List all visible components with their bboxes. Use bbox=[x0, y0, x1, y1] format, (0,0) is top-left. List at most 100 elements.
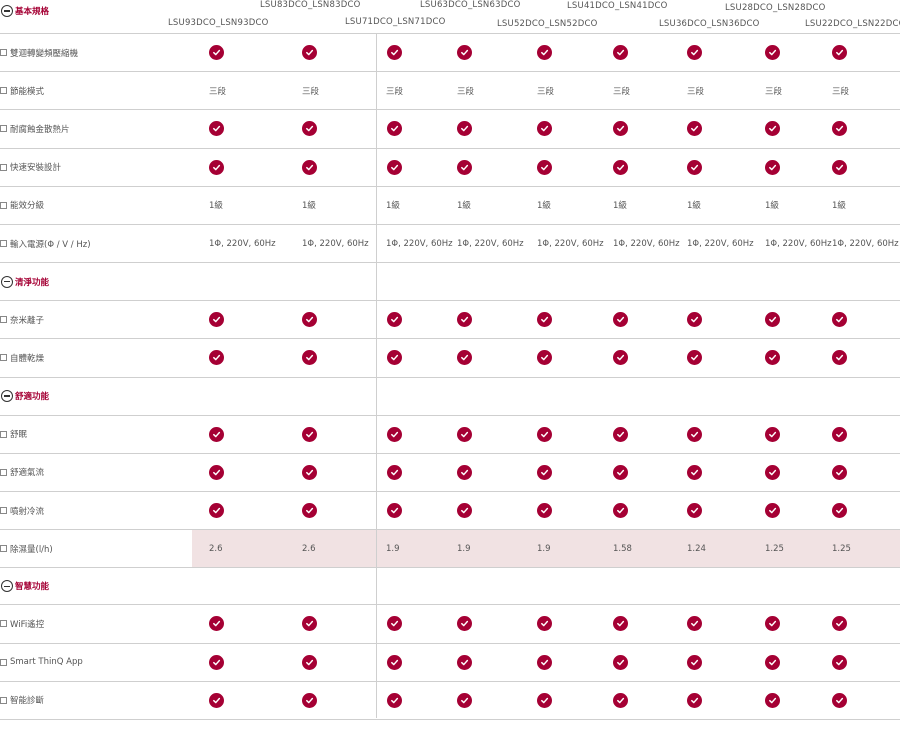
check-circle-icon bbox=[613, 692, 628, 708]
check-circle-icon bbox=[537, 312, 552, 328]
spec-row: 舒眠 bbox=[0, 416, 900, 454]
spec-value: 1.24 bbox=[687, 543, 706, 554]
spec-label[interactable]: 快速安裝設計 bbox=[0, 149, 61, 186]
feature-cell bbox=[613, 492, 628, 529]
feature-cell bbox=[537, 34, 552, 71]
spec-label[interactable]: 雙迴轉變頻壓縮機 bbox=[0, 34, 78, 71]
section-header[interactable]: 智慧功能 bbox=[0, 568, 900, 606]
collapse-minus-icon[interactable] bbox=[1, 390, 13, 403]
check-circle-icon bbox=[765, 45, 780, 61]
check-circle-icon bbox=[302, 121, 317, 137]
spec-value: 1Φ, 220V, 60Hz bbox=[537, 238, 604, 249]
check-circle-icon bbox=[387, 692, 402, 708]
check-circle-icon bbox=[537, 616, 552, 632]
check-circle-icon bbox=[765, 312, 780, 328]
check-circle-icon bbox=[832, 350, 847, 366]
model-header: LSU93DCO_LSN93DCO LSU83DCO_LSN83DCO LSU71D… bbox=[0, 0, 900, 34]
checkbox-icon[interactable] bbox=[0, 125, 7, 133]
feature-cell bbox=[687, 34, 702, 71]
checkbox-icon[interactable] bbox=[0, 468, 7, 476]
spec-label[interactable]: 智能診斷 bbox=[0, 682, 44, 719]
check-circle-icon bbox=[537, 45, 552, 61]
spec-label[interactable]: 能效分級 bbox=[0, 187, 44, 224]
spec-label-text: 舒眠 bbox=[10, 430, 28, 441]
check-circle-icon bbox=[765, 426, 780, 442]
check-circle-icon bbox=[613, 312, 628, 328]
spec-label[interactable]: 自體乾燥 bbox=[0, 339, 44, 376]
collapse-minus-icon[interactable] bbox=[1, 5, 13, 17]
check-circle-icon bbox=[457, 503, 472, 519]
checkbox-icon[interactable] bbox=[0, 201, 7, 209]
spec-label[interactable]: 奈米離子 bbox=[0, 301, 44, 338]
feature-cell bbox=[537, 644, 552, 681]
check-circle-icon bbox=[613, 654, 628, 670]
feature-cell bbox=[387, 416, 402, 453]
spec-label[interactable]: WiFi遙控 bbox=[0, 605, 44, 642]
check-circle-icon bbox=[209, 45, 224, 61]
checkbox-icon[interactable] bbox=[0, 696, 7, 704]
checkbox-icon[interactable] bbox=[0, 620, 7, 628]
spec-label[interactable]: 舒適氣流 bbox=[0, 454, 44, 491]
model-column-header: LSU93DCO_LSN93DCO bbox=[168, 18, 269, 28]
feature-cell bbox=[765, 34, 780, 71]
check-circle-icon bbox=[302, 464, 317, 480]
feature-cell bbox=[537, 416, 552, 453]
check-circle-icon bbox=[302, 692, 317, 708]
checkbox-icon[interactable] bbox=[0, 430, 7, 438]
checkbox-icon[interactable] bbox=[0, 240, 7, 248]
spec-value: 1Φ, 220V, 60Hz bbox=[613, 238, 680, 249]
feature-cell bbox=[302, 644, 317, 681]
check-circle-icon bbox=[765, 464, 780, 480]
spec-label-text: Smart ThinQ App bbox=[10, 657, 83, 668]
collapse-minus-icon[interactable] bbox=[1, 275, 13, 288]
checkbox-icon[interactable] bbox=[0, 87, 7, 95]
model-column-header: LSU36DCO_LSN36DCO bbox=[659, 19, 760, 29]
spec-label[interactable]: 耐腐蝕金散熱片 bbox=[0, 110, 70, 147]
feature-cell bbox=[387, 454, 402, 491]
check-circle-icon bbox=[832, 159, 847, 175]
checkbox-icon[interactable] bbox=[0, 545, 7, 553]
check-circle-icon bbox=[832, 616, 847, 632]
spec-label[interactable]: 除濕量(l/h) bbox=[0, 530, 53, 567]
spec-label[interactable]: 節能模式 bbox=[0, 72, 44, 109]
section-header[interactable]: 清淨功能 bbox=[0, 263, 900, 302]
spec-row: 輸入電源(Φ / V / Hz) 1Φ, 220V, 60Hz 1Φ, 220V, … bbox=[0, 225, 900, 264]
feature-cell bbox=[537, 605, 552, 642]
feature-cell bbox=[457, 339, 472, 376]
checkbox-icon[interactable] bbox=[0, 507, 7, 515]
spec-label[interactable]: 噴射冷流 bbox=[0, 492, 44, 529]
check-circle-icon bbox=[765, 692, 780, 708]
check-circle-icon bbox=[537, 159, 552, 175]
feature-cell bbox=[613, 34, 628, 71]
checkbox-icon[interactable] bbox=[0, 658, 7, 666]
section-header[interactable]: 舒適功能 bbox=[0, 378, 900, 416]
spec-value: 2.6 bbox=[209, 543, 223, 554]
check-circle-icon bbox=[613, 426, 628, 442]
spec-label-text: 快速安裝設計 bbox=[10, 163, 62, 174]
checkbox-icon[interactable] bbox=[0, 49, 7, 57]
spec-row: 舒適氣流 bbox=[0, 454, 900, 492]
spec-label[interactable]: Smart ThinQ App bbox=[0, 644, 83, 681]
spec-label[interactable]: 輸入電源(Φ / V / Hz) bbox=[0, 225, 91, 262]
collapse-minus-icon[interactable] bbox=[1, 580, 13, 593]
spec-row: 奈米離子 bbox=[0, 301, 900, 340]
checkbox-icon[interactable] bbox=[0, 354, 7, 362]
spec-label[interactable]: 舒眠 bbox=[0, 416, 27, 453]
feature-cell bbox=[302, 301, 317, 338]
spec-row: 耐腐蝕金散熱片 bbox=[0, 110, 900, 149]
check-circle-icon bbox=[537, 350, 552, 366]
check-circle-icon bbox=[832, 45, 847, 61]
spec-value: 1級 bbox=[537, 201, 551, 212]
feature-cell bbox=[209, 644, 224, 681]
feature-cell bbox=[387, 644, 402, 681]
check-circle-icon bbox=[457, 121, 472, 137]
feature-cell bbox=[687, 110, 702, 147]
section-header[interactable]: 基本規格 bbox=[0, 0, 900, 34]
checkbox-icon[interactable] bbox=[0, 163, 7, 171]
check-circle-icon bbox=[302, 45, 317, 61]
feature-cell bbox=[765, 454, 780, 491]
check-circle-icon bbox=[832, 426, 847, 442]
checkbox-icon[interactable] bbox=[0, 316, 7, 324]
feature-cell bbox=[613, 416, 628, 453]
spec-value: 2.6 bbox=[302, 543, 316, 554]
